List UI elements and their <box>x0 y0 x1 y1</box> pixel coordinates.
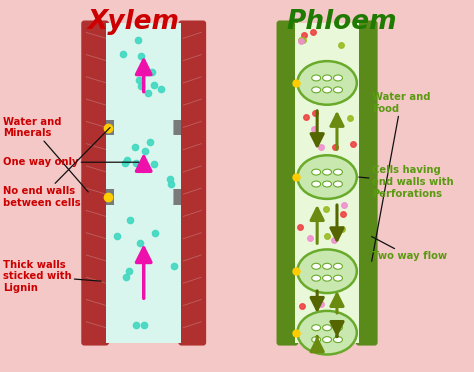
Ellipse shape <box>334 181 342 187</box>
Ellipse shape <box>334 337 342 343</box>
Ellipse shape <box>312 275 320 281</box>
Text: Water and
Minerals: Water and Minerals <box>3 117 88 192</box>
Ellipse shape <box>323 181 331 187</box>
Ellipse shape <box>297 250 357 293</box>
Ellipse shape <box>312 337 320 343</box>
Bar <box>106 23 182 343</box>
FancyBboxPatch shape <box>81 20 109 346</box>
Ellipse shape <box>323 75 331 81</box>
Ellipse shape <box>334 87 342 93</box>
Ellipse shape <box>312 263 320 269</box>
Ellipse shape <box>312 75 320 81</box>
Ellipse shape <box>323 263 331 269</box>
Ellipse shape <box>334 325 342 331</box>
Text: Cells having
end walls with
Perforations: Cells having end walls with Perforations <box>359 166 453 199</box>
Ellipse shape <box>334 169 342 175</box>
Ellipse shape <box>297 61 357 105</box>
FancyBboxPatch shape <box>276 20 298 346</box>
Bar <box>106 119 182 135</box>
Ellipse shape <box>312 325 320 331</box>
Ellipse shape <box>323 87 331 93</box>
FancyBboxPatch shape <box>178 20 206 346</box>
Text: No end walls
between cells: No end walls between cells <box>3 128 110 208</box>
Ellipse shape <box>334 275 342 281</box>
Ellipse shape <box>323 275 331 281</box>
Text: Water and
Food: Water and Food <box>372 92 430 261</box>
Ellipse shape <box>297 311 357 355</box>
Text: One way only: One way only <box>3 157 139 167</box>
Text: Thick walls
sticked with
Lignin: Thick walls sticked with Lignin <box>3 260 101 293</box>
Text: Phloem: Phloem <box>287 9 397 35</box>
Ellipse shape <box>334 263 342 269</box>
FancyBboxPatch shape <box>356 20 378 346</box>
Bar <box>106 189 182 205</box>
Text: Two way flow: Two way flow <box>372 237 447 262</box>
Ellipse shape <box>312 87 320 93</box>
Ellipse shape <box>312 169 320 175</box>
Ellipse shape <box>334 75 342 81</box>
FancyBboxPatch shape <box>114 188 173 206</box>
Text: Xylem: Xylem <box>88 9 180 35</box>
Ellipse shape <box>312 181 320 187</box>
Ellipse shape <box>323 169 331 175</box>
Ellipse shape <box>323 337 331 343</box>
FancyBboxPatch shape <box>114 119 173 137</box>
Ellipse shape <box>323 325 331 331</box>
Bar <box>295 23 359 343</box>
Ellipse shape <box>297 155 357 199</box>
